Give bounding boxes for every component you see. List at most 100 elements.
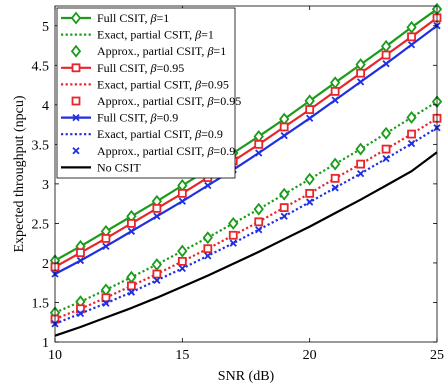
legend-item-3-marker bbox=[71, 63, 81, 73]
series-3-point-13 bbox=[381, 50, 391, 60]
series-8-point-9 bbox=[280, 212, 288, 220]
series-5-point-10 bbox=[305, 188, 315, 198]
y-tick-label-8: 5 bbox=[42, 20, 49, 35]
series-3-point-1 bbox=[76, 248, 85, 258]
series-8-point-2 bbox=[102, 299, 110, 307]
axes-frame bbox=[54, 5, 438, 343]
series-8-point-12 bbox=[356, 169, 365, 178]
series-8-point-7 bbox=[229, 239, 237, 247]
series-0-point-14 bbox=[406, 20, 417, 34]
series-8-point-5 bbox=[178, 264, 186, 273]
series-6-point-13 bbox=[382, 60, 390, 68]
axes: 10 15 20 25 1 1.5 2 2.5 3 3.5 4 4.5 5 bbox=[32, 5, 444, 363]
series-5-point-13 bbox=[381, 144, 391, 154]
series-2-point-7 bbox=[228, 216, 239, 230]
legend-item-6-marker bbox=[72, 113, 80, 122]
series-6-point-11 bbox=[331, 96, 339, 104]
y-tick-label-7: 4.5 bbox=[32, 59, 50, 74]
series-8-point-3 bbox=[127, 288, 136, 296]
series-2-point-14 bbox=[406, 111, 417, 124]
y-tick-label-0: 1 bbox=[42, 336, 49, 351]
y-tick-label-2: 2 bbox=[42, 257, 49, 272]
legend-item-4-label: Exact, partial CSIT, β=0.95 bbox=[97, 77, 229, 91]
series-1-line bbox=[54, 100, 438, 314]
series-6-point-6 bbox=[204, 181, 212, 190]
series-2-point-11 bbox=[329, 157, 341, 171]
series-8-point-4 bbox=[153, 276, 161, 284]
legend: Full CSIT, β=1 Exact, partial CSIT, β=1 Ap… bbox=[56, 7, 241, 179]
series-6-point-2 bbox=[102, 242, 110, 250]
legend-box bbox=[56, 7, 236, 179]
y-tick-label-4: 3 bbox=[42, 178, 49, 193]
series-5-point-6 bbox=[203, 244, 213, 254]
x-tick-label-1: 15 bbox=[175, 348, 189, 363]
series-2-point-12 bbox=[355, 142, 366, 156]
series-3-point-5 bbox=[177, 188, 187, 198]
series-0-line bbox=[54, 8, 438, 262]
series-3-point-10 bbox=[305, 105, 315, 114]
series-2-point-6 bbox=[202, 231, 213, 245]
series-2-point-10 bbox=[304, 172, 315, 186]
series-3-point-11 bbox=[330, 86, 340, 96]
series-5-point-2 bbox=[101, 293, 111, 303]
legend-item-7-label: Exact, partial CSIT, β=0.9 bbox=[97, 127, 223, 141]
y-axis-label: Expected throughput (npcu) bbox=[12, 95, 27, 252]
series-2-point-9 bbox=[279, 187, 290, 201]
legend-item-0-label: Full CSIT, β=1 bbox=[97, 11, 169, 25]
series-6-point-10 bbox=[306, 114, 314, 122]
series-2-point-8 bbox=[253, 202, 264, 216]
series-3-point-8 bbox=[254, 139, 264, 149]
series-6-point-5 bbox=[178, 197, 186, 205]
series-7-line bbox=[54, 126, 438, 325]
series-8-point-6 bbox=[204, 252, 212, 260]
series-8-point-8 bbox=[255, 226, 263, 234]
series-6-point-12 bbox=[356, 78, 365, 86]
series-6-point-14 bbox=[407, 41, 416, 49]
series-8-point-10 bbox=[306, 198, 314, 206]
legend-item-8-marker bbox=[72, 147, 80, 155]
series-5-point-9 bbox=[279, 203, 289, 213]
series-2-point-4 bbox=[151, 258, 163, 271]
series-8-point-13 bbox=[382, 154, 390, 163]
series-6-point-1 bbox=[76, 256, 85, 265]
series-6-point-9 bbox=[280, 132, 288, 140]
legend-item-5-label: Approx., partial CSIT, β=0.95 bbox=[97, 94, 241, 108]
x-axis-label: SNR (dB) bbox=[218, 369, 275, 384]
series-9-line bbox=[54, 151, 438, 337]
series-4-line bbox=[54, 117, 438, 321]
legend-item-6-label: Full CSIT, β=0.9 bbox=[97, 111, 178, 125]
legend-item-2-label: Approx., partial CSIT, β=1 bbox=[97, 44, 226, 58]
y-tick-label-6: 4 bbox=[42, 99, 49, 114]
series-6-point-4 bbox=[153, 212, 161, 220]
legend-item-5-marker bbox=[71, 96, 81, 106]
series-3-point-3 bbox=[127, 219, 136, 228]
series-6-line bbox=[54, 24, 438, 275]
series-2-point-13 bbox=[380, 126, 392, 140]
series-5-point-4 bbox=[152, 269, 162, 279]
series-8-point-14 bbox=[407, 139, 416, 148]
legend-item-9-label: No CSIT bbox=[97, 160, 141, 174]
x-tick-label-3: 25 bbox=[430, 348, 444, 363]
y-tick-label-3: 2.5 bbox=[32, 217, 50, 232]
series-3-point-2 bbox=[101, 234, 111, 243]
series-6-point-8 bbox=[255, 149, 263, 157]
x-tick-label-2: 20 bbox=[303, 348, 317, 363]
series-5-point-12 bbox=[356, 159, 366, 169]
series-5-point-8 bbox=[254, 217, 264, 227]
legend-item-8-label: Approx., partial CSIT, β=0.9 bbox=[97, 144, 235, 158]
series-8-point-1 bbox=[76, 309, 85, 318]
series-3-point-4 bbox=[152, 203, 162, 213]
legend-item-2-marker bbox=[70, 44, 82, 58]
series-3-line bbox=[54, 17, 438, 268]
series-5-point-5 bbox=[177, 256, 187, 266]
series-6-point-3 bbox=[127, 227, 136, 235]
y-tick-label-5: 3.5 bbox=[32, 138, 50, 153]
series-3-point-9 bbox=[279, 122, 289, 132]
legend-item-1-label: Exact, partial CSIT, β=1 bbox=[97, 28, 214, 42]
legend-item-0-marker bbox=[70, 11, 82, 25]
series-2-point-5 bbox=[177, 244, 188, 258]
x-tick-label-0: 10 bbox=[48, 348, 62, 363]
series-3-point-12 bbox=[356, 68, 366, 78]
series-5-point-7 bbox=[228, 230, 238, 240]
